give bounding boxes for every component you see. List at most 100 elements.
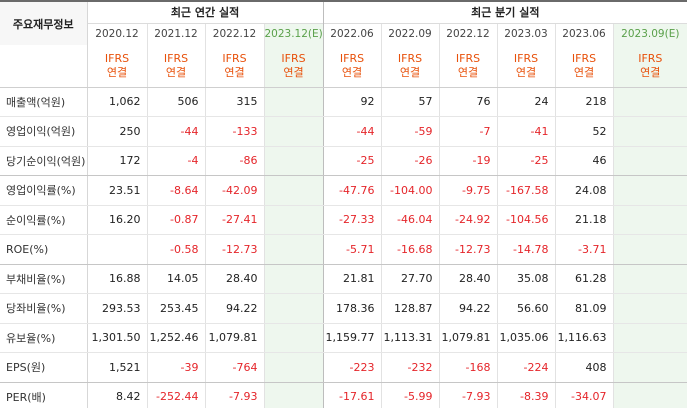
period-header-4: 2023.12(E) <box>263 22 324 45</box>
value-cell: -25 <box>322 146 382 176</box>
table-row: 당좌비율(%) 293.53 253.45 94.22 178.36 128.87 94.2… <box>0 293 687 324</box>
value-cell: 128.87 <box>380 293 440 324</box>
accounting-standard-label: IFRS <box>222 51 247 65</box>
accounting-standard-cell: IFRS 연결 <box>87 45 147 88</box>
consolidation-label: 연결 <box>224 65 245 79</box>
value-cell: 178.36 <box>322 293 382 324</box>
value-cell <box>612 352 687 383</box>
consolidation-label: 연결 <box>341 65 363 79</box>
value-cell: -104.56 <box>496 205 556 235</box>
table-row: PER(배) 8.42 -252.44 -7.93 -17.61 -5.99 -7.93 -8… <box>0 382 687 408</box>
accounting-standard-cell: IFRS 연결 <box>612 45 687 88</box>
value-cell: 28.40 <box>204 264 264 294</box>
value-cell: -12.73 <box>438 234 498 265</box>
accounting-standard-cell: IFRS 연결 <box>322 45 382 88</box>
value-cell: 506 <box>146 87 205 117</box>
row-label: 영업이익(억원) <box>0 116 88 147</box>
value-cell: 57 <box>380 87 440 117</box>
value-cell: 218 <box>554 87 614 117</box>
row-label: 부채비율(%) <box>0 264 88 294</box>
value-cell: -24.92 <box>438 205 498 235</box>
accounting-standard-cell: IFRS 연결 <box>204 45 264 88</box>
value-cell: -0.58 <box>146 234 205 265</box>
value-cell: 1,521 <box>87 352 147 383</box>
value-cell <box>87 234 147 265</box>
value-cell: -252.44 <box>146 382 205 408</box>
value-cell: 92 <box>322 87 382 117</box>
value-cell: 172 <box>87 146 147 176</box>
value-cell: -8.39 <box>496 382 556 408</box>
consolidation-label: 연결 <box>457 65 479 79</box>
value-cell: -9.75 <box>438 175 498 206</box>
value-cell <box>263 264 324 294</box>
period-header-8: 2023.03 <box>496 22 556 45</box>
value-cell <box>263 146 324 176</box>
value-cell: -133 <box>204 116 264 147</box>
value-cell: 1,301.50 <box>87 323 147 353</box>
row-label: 순이익률(%) <box>0 205 88 235</box>
table-row: 부채비율(%) 16.88 14.05 28.40 21.81 27.70 28.40 35.… <box>0 264 687 294</box>
value-cell <box>612 382 687 408</box>
consolidation-label: 연결 <box>640 65 661 79</box>
consolidation-label: 연결 <box>399 65 421 79</box>
value-cell: 250 <box>87 116 147 147</box>
value-cell: 253.45 <box>146 293 205 324</box>
row-label: 매출액(억원) <box>0 87 88 117</box>
row-label: 당기순이익(억원) <box>0 146 88 176</box>
value-cell: -5.71 <box>322 234 382 265</box>
row-label: ROE(%) <box>0 234 88 265</box>
value-cell: -46.04 <box>380 205 440 235</box>
value-cell: 1,113.31 <box>380 323 440 353</box>
value-cell: -167.58 <box>496 175 556 206</box>
value-cell: -44 <box>146 116 205 147</box>
value-cell: 56.60 <box>496 293 556 324</box>
value-cell <box>612 264 687 294</box>
value-cell: -224 <box>496 352 556 383</box>
value-cell: -27.33 <box>322 205 382 235</box>
value-cell: 408 <box>554 352 614 383</box>
row-label-header: 주요재무정보 <box>0 0 88 45</box>
table-row: 당기순이익(억원) 172 -4 -86 -25 -26 -19 -25 46 <box>0 146 687 176</box>
table-row: 영업이익(억원) 250 -44 -133 -44 -59 -7 -41 52 <box>0 116 687 147</box>
accounting-standard-cell: IFRS 연결 <box>263 45 324 88</box>
value-cell: 23.51 <box>87 175 147 206</box>
value-cell: 81.09 <box>554 293 614 324</box>
value-cell: 94.22 <box>204 293 264 324</box>
value-cell: 293.53 <box>87 293 147 324</box>
value-cell: -7.93 <box>438 382 498 408</box>
row-label: 당좌비율(%) <box>0 293 88 324</box>
value-cell: 16.88 <box>87 264 147 294</box>
accounting-standard-cell: IFRS 연결 <box>496 45 556 88</box>
value-cell: -17.61 <box>322 382 382 408</box>
value-cell: -14.78 <box>496 234 556 265</box>
period-header-9: 2023.06 <box>554 22 614 45</box>
value-cell: 76 <box>438 87 498 117</box>
value-cell <box>263 116 324 147</box>
period-header-5: 2022.06 <box>322 22 382 45</box>
consolidation-label: 연결 <box>515 65 537 79</box>
value-cell: 61.28 <box>554 264 614 294</box>
value-cell: 24.08 <box>554 175 614 206</box>
accounting-standard-label: IFRS <box>638 51 663 65</box>
annual-group-title: 최근 연간 실적 <box>87 0 324 23</box>
value-cell <box>612 146 687 176</box>
consolidation-label: 연결 <box>165 65 187 79</box>
row-label: EPS(원) <box>0 352 88 383</box>
table-row: 순이익률(%) 16.20 -0.87 -27.41 -27.33 -46.04 -24.9… <box>0 205 687 235</box>
value-cell: -0.87 <box>146 205 205 235</box>
value-cell <box>263 175 324 206</box>
value-cell: 14.05 <box>146 264 205 294</box>
value-cell <box>612 205 687 235</box>
consolidation-label: 연결 <box>106 65 128 79</box>
value-cell: -47.76 <box>322 175 382 206</box>
value-cell: 94.22 <box>438 293 498 324</box>
value-cell: 8.42 <box>87 382 147 408</box>
value-cell: -86 <box>204 146 264 176</box>
period-header-7: 2022.12 <box>438 22 498 45</box>
value-cell: 1,159.77 <box>322 323 382 353</box>
value-cell <box>612 234 687 265</box>
value-cell: 21.81 <box>322 264 382 294</box>
value-cell: -16.68 <box>380 234 440 265</box>
accounting-standard-label: IFRS <box>397 51 423 65</box>
row-label: PER(배) <box>0 382 88 408</box>
